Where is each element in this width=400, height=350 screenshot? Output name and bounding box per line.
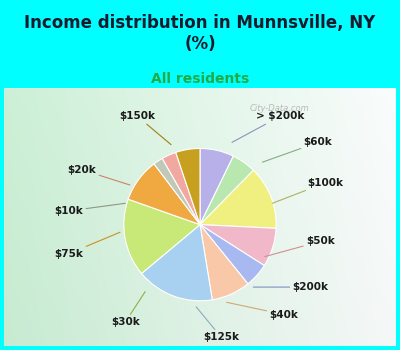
Text: $100k: $100k (272, 178, 344, 203)
Text: $10k: $10k (55, 203, 125, 216)
Text: Income distribution in Munnsville, NY
(%): Income distribution in Munnsville, NY (%… (24, 14, 376, 53)
Wedge shape (200, 225, 276, 266)
Text: $40k: $40k (227, 302, 298, 320)
Text: $75k: $75k (54, 232, 120, 259)
Text: $150k: $150k (120, 111, 171, 145)
Text: City-Data.com: City-Data.com (250, 104, 310, 113)
Text: $200k: $200k (253, 282, 328, 292)
Text: All residents: All residents (151, 72, 249, 86)
Text: $50k: $50k (265, 236, 335, 257)
Wedge shape (162, 152, 200, 225)
Text: $125k: $125k (196, 307, 239, 342)
Wedge shape (176, 148, 200, 225)
Wedge shape (200, 225, 248, 300)
Wedge shape (200, 148, 233, 225)
Wedge shape (154, 159, 200, 225)
Wedge shape (142, 225, 212, 301)
Wedge shape (200, 156, 254, 225)
Text: $30k: $30k (111, 292, 145, 327)
Wedge shape (200, 225, 264, 284)
Text: > $200k: > $200k (232, 111, 304, 142)
Wedge shape (124, 199, 200, 273)
Wedge shape (200, 170, 276, 228)
Wedge shape (128, 164, 200, 225)
Text: $60k: $60k (262, 137, 332, 162)
Text: $20k: $20k (68, 165, 130, 185)
